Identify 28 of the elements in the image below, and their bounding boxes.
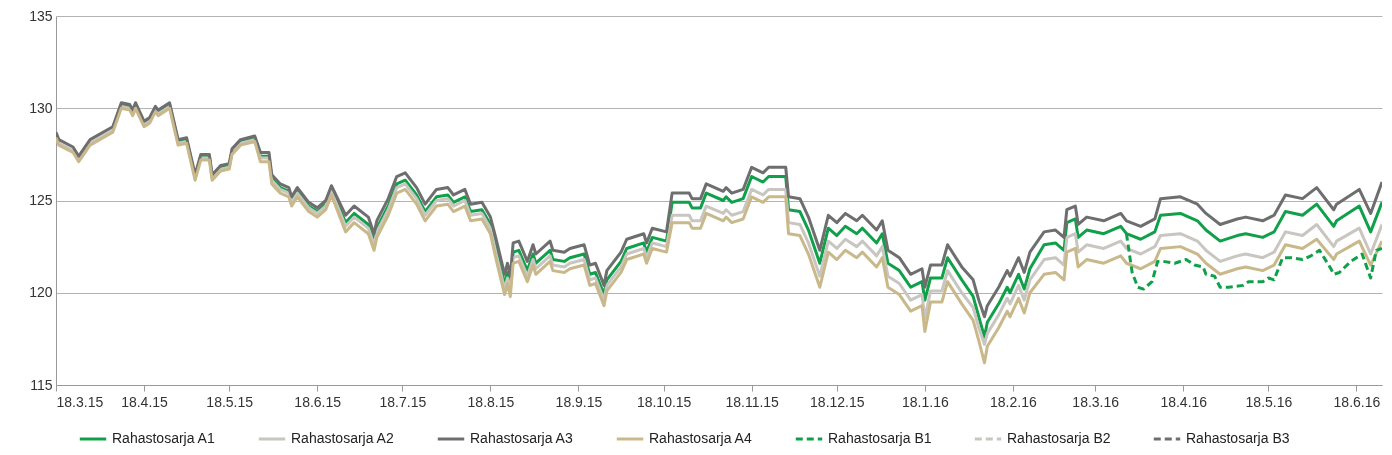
x-tick-label: 18.2.16 (990, 393, 1037, 410)
x-tick-label: 18.1.16 (902, 393, 949, 410)
x-tick-label: 18.6.16 (1333, 393, 1381, 410)
x-tick-label: 18.8.15 (467, 393, 515, 410)
x-tick-label: 18.12.15 (810, 393, 865, 410)
y-tick-label: 135 (29, 7, 53, 24)
x-tick-label: 18.5.15 (206, 393, 254, 410)
legend-label: Rahastosarja A1 (112, 430, 215, 446)
x-tick-label: 18.5.16 (1245, 393, 1293, 410)
x-tick-label: 18.7.15 (379, 393, 427, 410)
legend-label: Rahastosarja A2 (291, 430, 394, 446)
y-tick-label: 120 (29, 284, 53, 301)
legend-label: Rahastosarja A3 (470, 430, 573, 446)
legend-label: Rahastosarja B3 (1186, 430, 1290, 446)
x-tick-label: 18.4.15 (121, 393, 169, 410)
legend-label: Rahastosarja A4 (649, 430, 752, 446)
y-tick-label: 115 (30, 376, 53, 393)
y-tick-label: 125 (29, 192, 53, 208)
x-tick-label: 18.10.15 (636, 393, 692, 410)
x-tick-label: 18.9.15 (555, 393, 603, 410)
x-tick-label: 18.3.16 (1072, 393, 1120, 410)
x-tick-label: 18.11.15 (725, 393, 780, 410)
x-tick-label: 18.6.15 (294, 393, 342, 410)
legend-label: Rahastosarja B2 (1007, 430, 1111, 446)
x-tick-label: 18.4.16 (1160, 393, 1208, 410)
x-tick-label: 18.3.15 (56, 393, 104, 410)
legend-label: Rahastosarja B1 (828, 430, 932, 446)
y-tick-label: 130 (29, 99, 53, 116)
